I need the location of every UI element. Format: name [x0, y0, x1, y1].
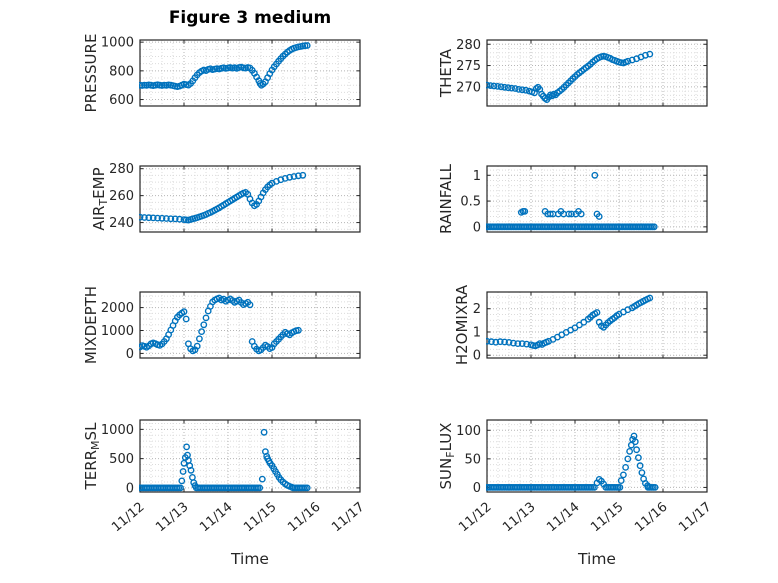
xtick-label: 11/13 — [153, 500, 191, 536]
xtick-label: 11/16 — [632, 500, 670, 536]
ytick-label: 260 — [109, 189, 134, 204]
ytick-label: 50 — [464, 452, 481, 467]
xtick-label: 11/12 — [456, 500, 494, 536]
axes-box — [486, 291, 708, 359]
ytick-label: 100 — [456, 424, 481, 439]
ylabel-h2omixra: H2OMIXRA — [453, 284, 471, 365]
series-points — [486, 171, 658, 231]
ytick-label: 0 — [473, 349, 481, 364]
series-points — [139, 428, 311, 492]
ytick-label: 280 — [109, 162, 134, 177]
ytick-label: 0 — [473, 220, 481, 235]
ytick-label: 1 — [473, 325, 481, 340]
xtick-label: 11/17 — [329, 500, 367, 536]
xaxis-label-left: Time — [231, 550, 269, 568]
ylabel-mixdepth: MIXDEPTH — [82, 286, 100, 364]
ytick-label: 500 — [109, 452, 134, 467]
axes-box — [486, 165, 708, 233]
xtick-label: 11/14 — [544, 500, 582, 536]
ylabel-sun_flux: SUNFLUX — [437, 423, 457, 490]
ylabel-rainfall: RAINFALL — [437, 163, 455, 234]
ytick-label: 1000 — [101, 423, 134, 438]
axes-box — [486, 39, 708, 107]
ytick-label: 0.5 — [460, 195, 481, 210]
ylabel-air_temp: AIRTEMP — [90, 167, 110, 230]
series-points — [486, 432, 659, 491]
xtick-label: 11/17 — [676, 500, 714, 536]
ytick-label: 0 — [473, 481, 481, 496]
ytick-label: 270 — [456, 80, 481, 95]
series-points — [139, 171, 307, 224]
series-points — [139, 42, 311, 91]
ylabel-theta: THETA — [437, 48, 455, 98]
ytick-label: 1000 — [101, 36, 134, 51]
series-points — [139, 294, 302, 355]
ytick-label: 1000 — [101, 324, 134, 339]
ytick-label: 2 — [473, 302, 481, 317]
ytick-label: 2000 — [101, 301, 134, 316]
ylabel-terr_msl: TERRMSL — [82, 422, 102, 491]
figure-title: Figure 3 medium — [168, 8, 332, 28]
axes-box — [139, 39, 361, 107]
xtick-label: 11/16 — [285, 500, 323, 536]
xtick-label: 11/15 — [588, 500, 626, 536]
ytick-label: 275 — [456, 59, 481, 74]
xaxis-label-right: Time — [578, 550, 616, 568]
series-points — [486, 294, 654, 350]
xtick-label: 11/15 — [241, 500, 279, 536]
subplot-rainfall: 0 0.5 1 RAINFALL — [437, 163, 708, 235]
ytick-label: 1 — [473, 169, 481, 184]
xtick-label: 11/14 — [197, 500, 235, 536]
ytick-label: 280 — [456, 38, 481, 53]
ytick-label: 0 — [126, 347, 134, 362]
xtick-label: 11/12 — [109, 500, 147, 536]
xtick-label: 11/13 — [500, 500, 538, 536]
ytick-label: 800 — [109, 64, 134, 79]
axes-box — [139, 165, 361, 233]
axes-box — [139, 419, 361, 493]
ytick-label: 600 — [109, 93, 134, 108]
series-points — [486, 50, 654, 104]
axes-box — [486, 419, 708, 493]
ytick-label: 0 — [126, 481, 134, 496]
ylabel-pressure: PRESSURE — [82, 34, 100, 113]
axes-box — [139, 291, 361, 359]
ytick-label: 240 — [109, 216, 134, 231]
